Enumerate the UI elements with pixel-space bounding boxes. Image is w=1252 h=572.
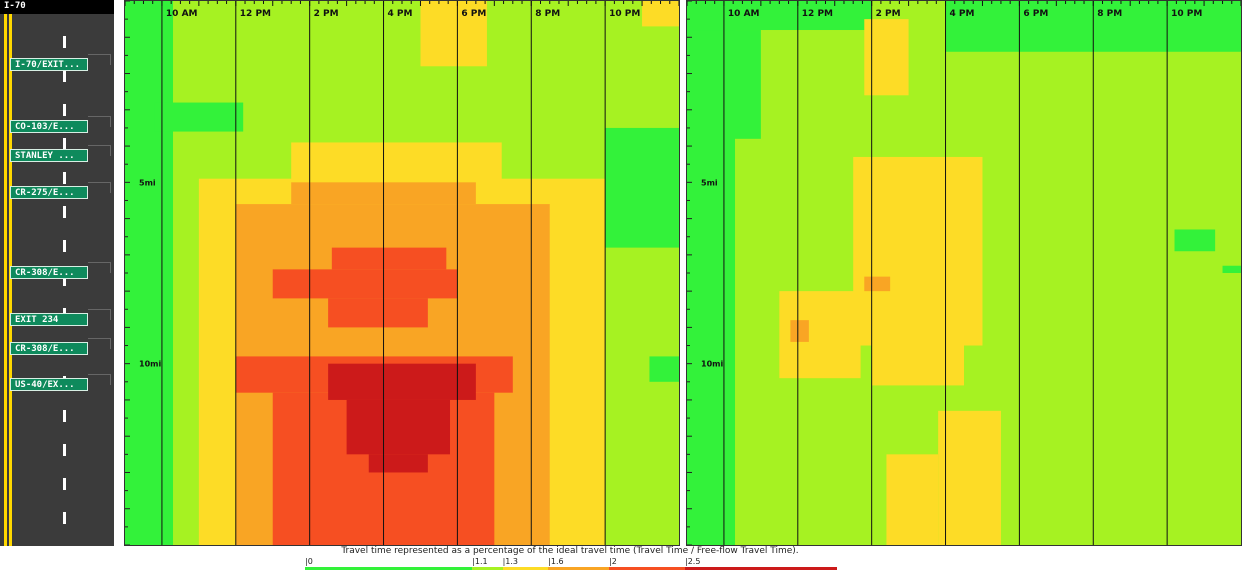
legend-tick-label: |2.5 <box>685 557 701 566</box>
heatmap-cell <box>864 19 909 96</box>
exit-sign[interactable]: US-40/EX... <box>10 378 88 392</box>
heatmap-cell <box>291 142 502 183</box>
legend-color-swatch <box>609 567 685 570</box>
heatmap-cell <box>125 1 174 545</box>
heatmap-cell <box>649 356 679 382</box>
legend-caption: Travel time represented as a percentage … <box>341 546 799 556</box>
legend-color-swatch <box>472 567 503 570</box>
exit-sign-connector <box>88 54 111 66</box>
heatmap-chart-right[interactable]: 10 AM 12 PM 2 PM 4 PM 6 PM 8 PM 10 PM 5mi 10mi <box>687 1 1241 545</box>
heatmap-cell <box>328 363 476 400</box>
exit-sign-connector <box>88 308 111 320</box>
road-edge-line <box>9 14 12 546</box>
mile-tick-label: 5mi <box>701 178 718 187</box>
time-tick-label: 8 PM <box>1097 9 1122 19</box>
time-tick-label: 2 PM <box>314 9 339 19</box>
heatmap-cell <box>864 276 891 292</box>
mile-tick-label: 10mi <box>139 360 161 369</box>
road-header: I-70 <box>0 0 114 14</box>
heatmap-cell <box>642 1 679 27</box>
time-tick-label: 8 PM <box>535 9 560 19</box>
legend-tick-label: |1.1 <box>472 557 488 566</box>
mile-tick-label: 5mi <box>139 178 156 187</box>
legend-color-swatch <box>548 567 609 570</box>
heatmap-cell <box>871 338 964 386</box>
mile-tick-label: 10mi <box>701 360 723 369</box>
time-tick-label: 6 PM <box>461 9 486 19</box>
exit-sign-connector <box>88 116 111 128</box>
time-tick-label: 10 PM <box>609 9 640 19</box>
heatmap-cell <box>605 127 679 248</box>
legend-tick-label: |0 <box>305 557 313 566</box>
time-tick-label: 4 PM <box>950 9 975 19</box>
legend-color-swatch <box>305 567 473 570</box>
heatmap-cell <box>368 454 428 473</box>
heatmap-cell <box>346 399 451 455</box>
exit-sign-connector <box>88 337 111 349</box>
legend-tick-label: |2 <box>609 557 617 566</box>
road-diagram: I-70 I-70/EXIT... CO-103/E... STANLEY ... C… <box>0 0 114 546</box>
exit-sign-connector <box>88 181 111 193</box>
legend-color-swatch <box>502 567 549 570</box>
heatmap-cell <box>154 102 244 132</box>
heatmap-cell <box>272 269 458 299</box>
exit-sign[interactable]: EXIT 234 <box>10 312 88 326</box>
heatmap-cell <box>687 1 872 31</box>
time-tick-label: 2 PM <box>876 9 901 19</box>
heatmap-panel-left[interactable]: 10 AM 12 PM 2 PM 4 PM 6 PM 8 PM 10 PM 5mi 10mi <box>124 0 680 546</box>
heatmap-chart-left[interactable]: 10 AM 12 PM 2 PM 4 PM 6 PM 8 PM 10 PM 5mi 10mi <box>125 1 679 545</box>
heatmap-cell <box>1222 265 1241 273</box>
heatmap-cell <box>331 247 447 270</box>
road-title: I-70 <box>4 1 26 11</box>
lane-divider <box>63 36 66 541</box>
exit-sign[interactable]: CO-103/E... <box>10 120 88 134</box>
time-tick-label: 12 PM <box>240 9 271 19</box>
exit-sign-connector <box>88 261 111 273</box>
heatmap-cell <box>938 410 1001 545</box>
color-legend: |0 |1.1 |1.3 |1.6 |2 |2.5 <box>305 557 837 571</box>
legend-tick-label: |1.6 <box>548 557 564 566</box>
exit-sign-connector <box>88 145 111 157</box>
exit-sign[interactable]: CR-308/E... <box>10 341 88 355</box>
time-tick-label: 10 PM <box>1171 9 1202 19</box>
legend-color-swatch <box>685 567 837 570</box>
heatmap-panel-right[interactable]: 10 AM 12 PM 2 PM 4 PM 6 PM 8 PM 10 PM 5mi 10mi <box>686 0 1242 546</box>
heatmap-cell <box>1174 229 1216 252</box>
road-edge-line <box>4 14 7 546</box>
heatmap-cell <box>853 156 983 346</box>
exit-sign[interactable]: CR-275/E... <box>10 185 88 199</box>
time-tick-label: 4 PM <box>388 9 413 19</box>
heatmap-cell <box>420 1 487 67</box>
exit-sign-connector <box>88 374 111 386</box>
time-tick-label: 10 AM <box>166 9 198 19</box>
heatmap-cell <box>790 320 809 342</box>
heatmap-cell <box>886 454 939 545</box>
exit-sign[interactable]: STANLEY ... <box>10 149 88 163</box>
exit-sign[interactable]: I-70/EXIT... <box>10 58 88 72</box>
heatmap-cell <box>328 298 428 328</box>
time-tick-label: 12 PM <box>802 9 833 19</box>
time-tick-label: 10 AM <box>728 9 760 19</box>
time-tick-label: 6 PM <box>1023 9 1048 19</box>
exit-sign[interactable]: CR-308/E... <box>10 265 88 279</box>
legend-tick-label: |1.3 <box>502 557 519 566</box>
